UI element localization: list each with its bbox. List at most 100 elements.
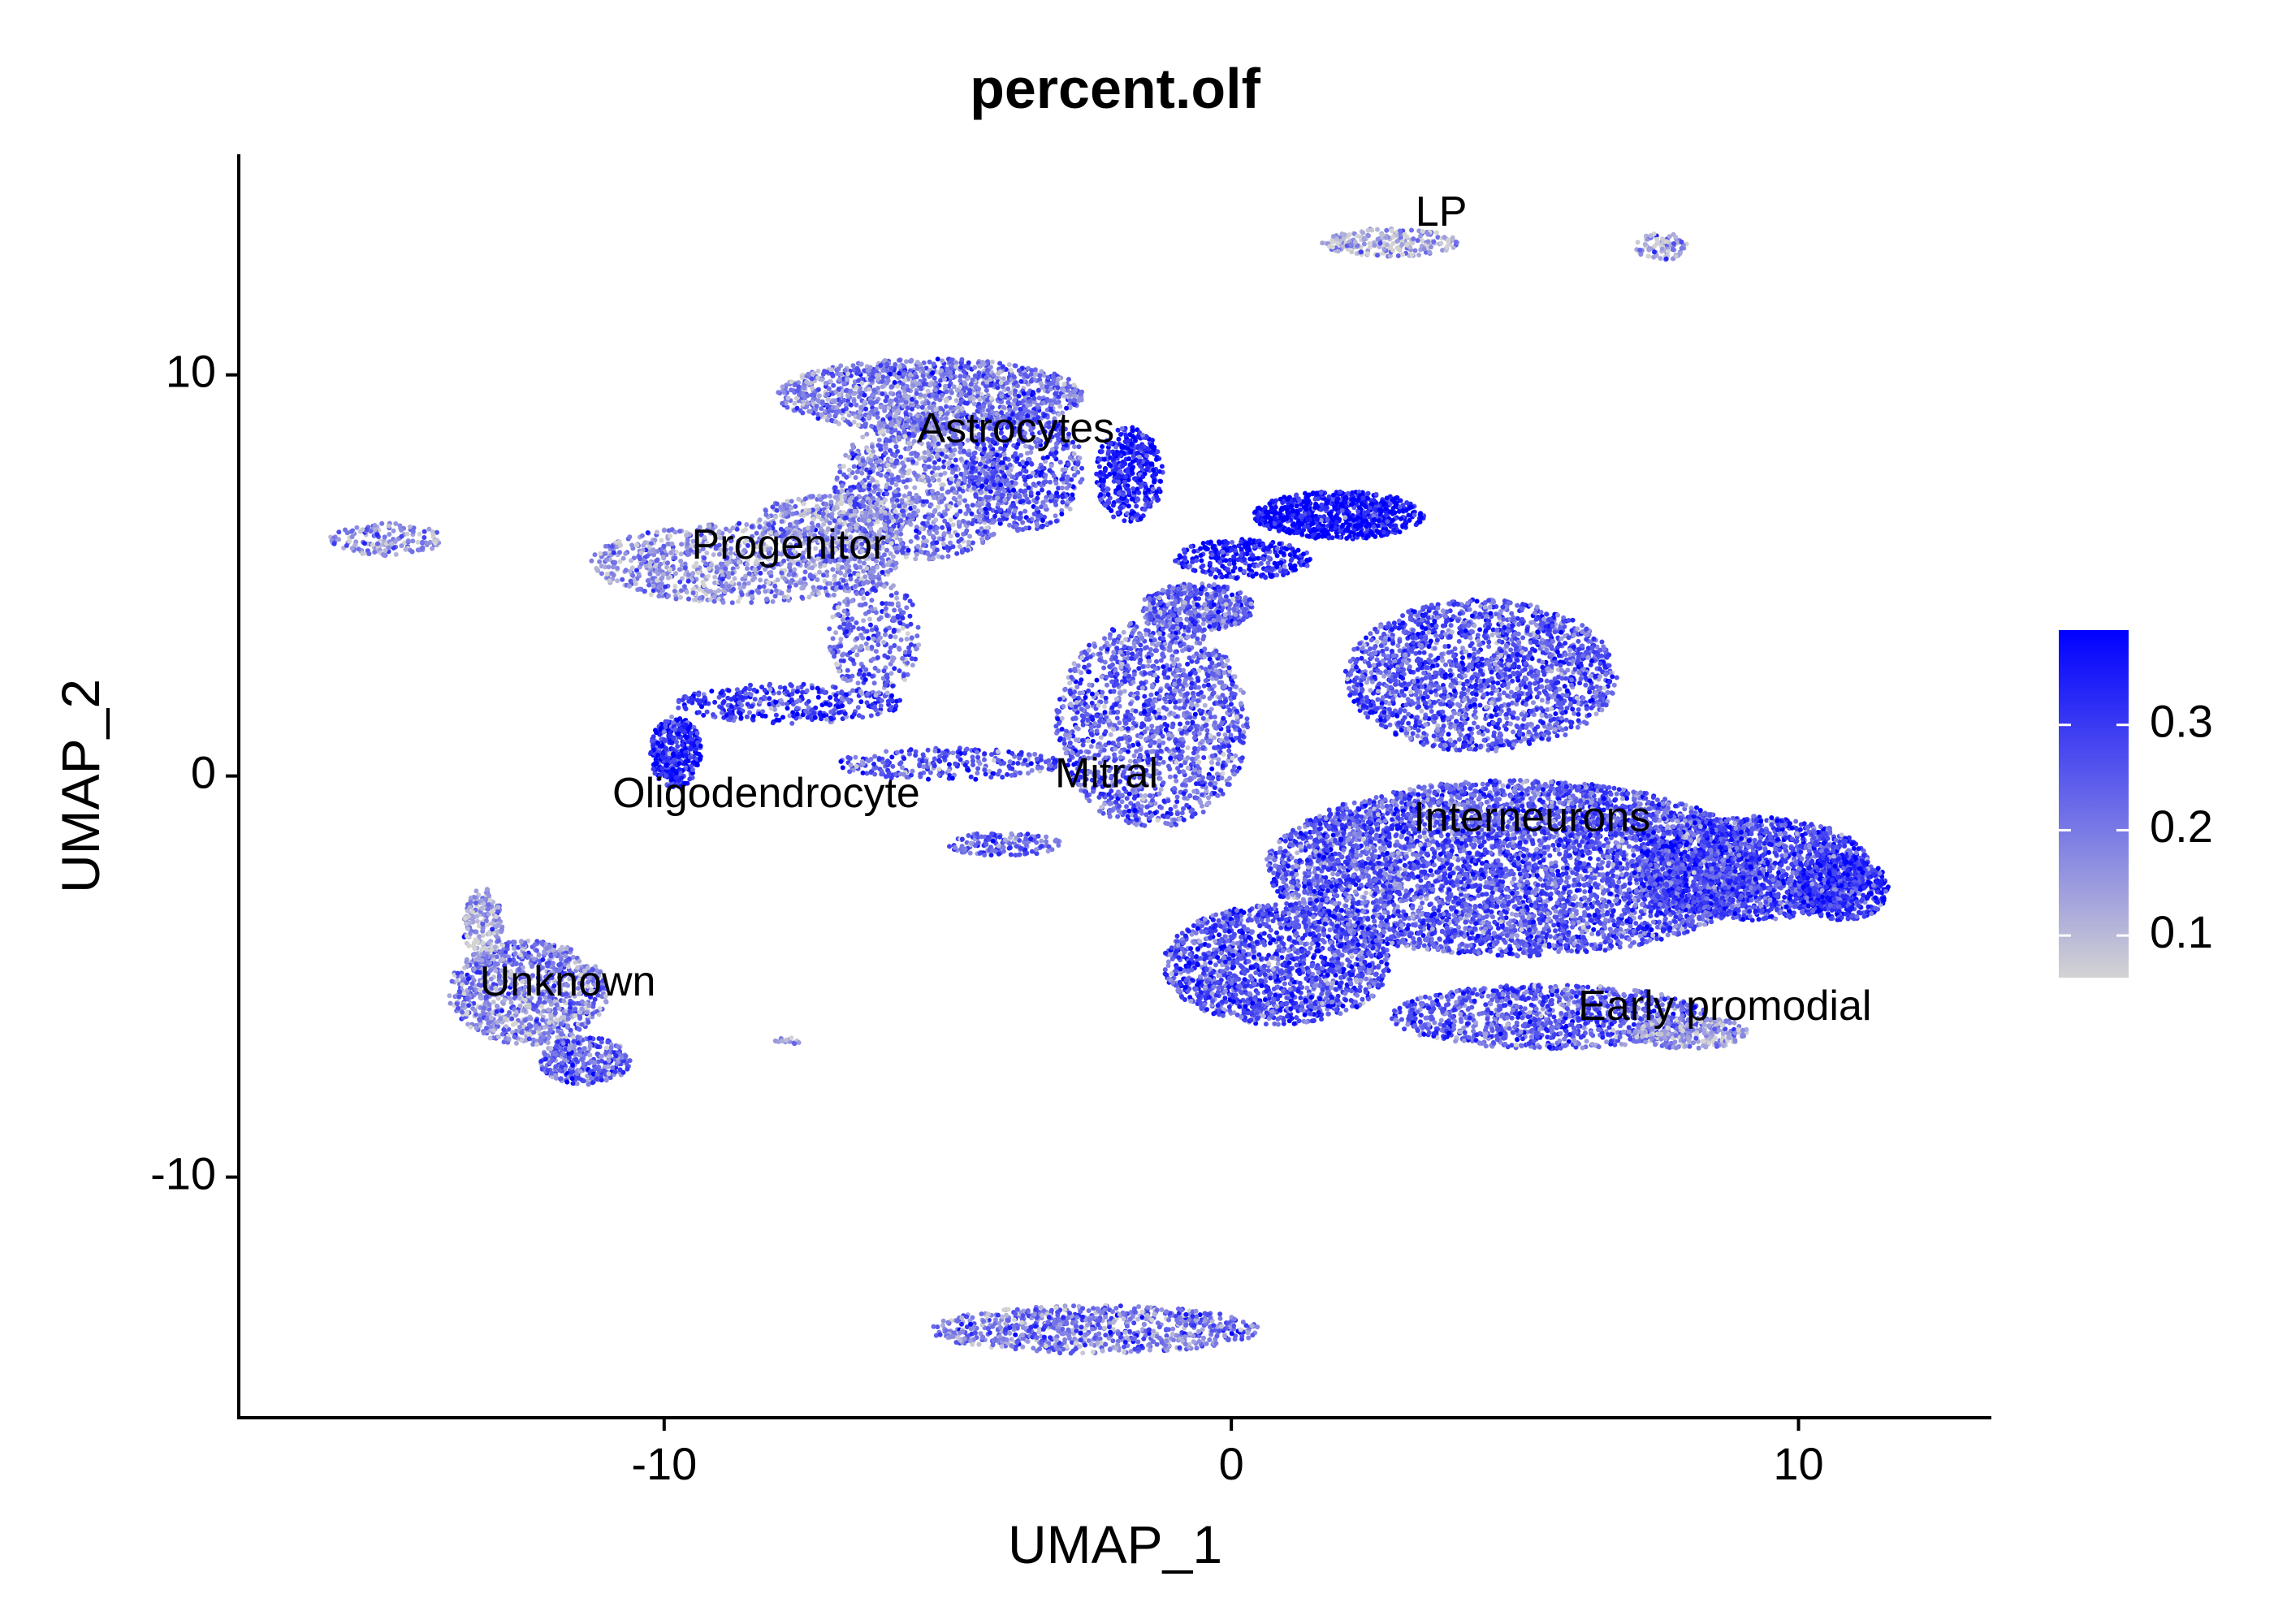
cell-point [426, 526, 432, 532]
cell-point [1638, 252, 1644, 257]
cell-point [953, 466, 958, 472]
cell-point [1394, 239, 1400, 244]
cell-point [956, 520, 962, 525]
cell-point [1031, 482, 1036, 487]
cell-point [1652, 244, 1658, 249]
cell-point [609, 544, 615, 549]
cell-point [349, 529, 355, 534]
cell-point [985, 455, 991, 460]
cell-point [799, 594, 805, 600]
cell-point [914, 453, 919, 459]
cell-point [372, 550, 378, 555]
cell-point [1061, 382, 1067, 387]
cell-point [867, 513, 873, 519]
cell-point [927, 456, 932, 462]
cell-point [1045, 375, 1051, 380]
cell-point [879, 500, 884, 506]
cell-point [672, 571, 678, 577]
cell-point [903, 484, 909, 490]
cell-point [1404, 242, 1410, 248]
cell-point [915, 543, 921, 549]
cell-point [894, 383, 900, 389]
cell-point [1039, 504, 1044, 510]
cell-point [749, 600, 754, 605]
cell-point [1375, 236, 1381, 242]
cell-point [660, 555, 666, 559]
cell-point [1416, 253, 1422, 257]
cell-point [1004, 380, 1009, 386]
cell-point [914, 551, 919, 557]
cell-point [905, 405, 910, 411]
cell-point [883, 445, 888, 451]
cell-point [1069, 477, 1074, 482]
cell-point [1418, 233, 1423, 239]
cell-point [850, 444, 856, 450]
cell-point [943, 397, 949, 403]
cell-point [802, 576, 807, 581]
cell-point [800, 375, 805, 380]
cell-point [858, 404, 863, 410]
cell-point [1435, 235, 1441, 240]
cell-point [1078, 479, 1083, 485]
cell-point [1040, 499, 1046, 505]
cell-point [867, 499, 873, 505]
cell-point [866, 448, 871, 453]
cell-point [851, 398, 857, 404]
cell-point [409, 549, 415, 555]
cell-point [817, 569, 822, 575]
cell-point [948, 533, 953, 539]
cell-point [761, 584, 767, 590]
cell-point [1036, 395, 1042, 401]
cell-point [880, 569, 885, 575]
cell-point [782, 577, 788, 582]
cell-point [988, 382, 994, 388]
cell-point [805, 400, 810, 405]
cell-point [888, 391, 893, 396]
cell-point [940, 493, 945, 498]
cell-point [642, 589, 647, 594]
cell-point [789, 499, 794, 504]
cell-point [1043, 473, 1048, 478]
cell-point [976, 370, 982, 376]
cell-point [1044, 384, 1049, 390]
cell-point [1057, 460, 1063, 465]
cell-point [1053, 481, 1059, 486]
cell-point [999, 393, 1005, 399]
cell-point [1381, 247, 1387, 253]
cell-point [889, 384, 895, 390]
cell-point [729, 580, 735, 585]
cell-point [697, 595, 703, 601]
cell-point [910, 402, 915, 408]
cell-point [961, 531, 966, 537]
cell-point [1652, 249, 1657, 255]
cell-point [1429, 244, 1433, 250]
cell-point [1059, 512, 1065, 516]
cell-point [961, 518, 966, 524]
cell-point [945, 554, 951, 559]
cell-point [785, 395, 791, 401]
cell-point [834, 475, 840, 481]
cell-point [645, 578, 651, 584]
cell-point [948, 359, 953, 365]
cell-point [1341, 235, 1347, 241]
cell-point [901, 404, 906, 408]
cell-point [893, 361, 898, 367]
cell-point [1076, 397, 1082, 403]
cell-point [810, 591, 815, 597]
cell-point [785, 503, 790, 508]
cell-point [763, 589, 768, 594]
cell-point [344, 530, 350, 536]
cell-point [604, 572, 610, 577]
cell-point [792, 400, 798, 406]
cell-point [399, 533, 404, 539]
cell-point [603, 557, 609, 563]
cell-point [1450, 235, 1455, 241]
cell-point [875, 511, 880, 516]
cell-point [911, 433, 917, 438]
cell-point [776, 390, 781, 395]
cell-point [851, 419, 857, 425]
cell-point [875, 507, 880, 512]
cell-point [860, 434, 866, 440]
cell-point [703, 587, 709, 593]
cell-point [869, 423, 875, 429]
